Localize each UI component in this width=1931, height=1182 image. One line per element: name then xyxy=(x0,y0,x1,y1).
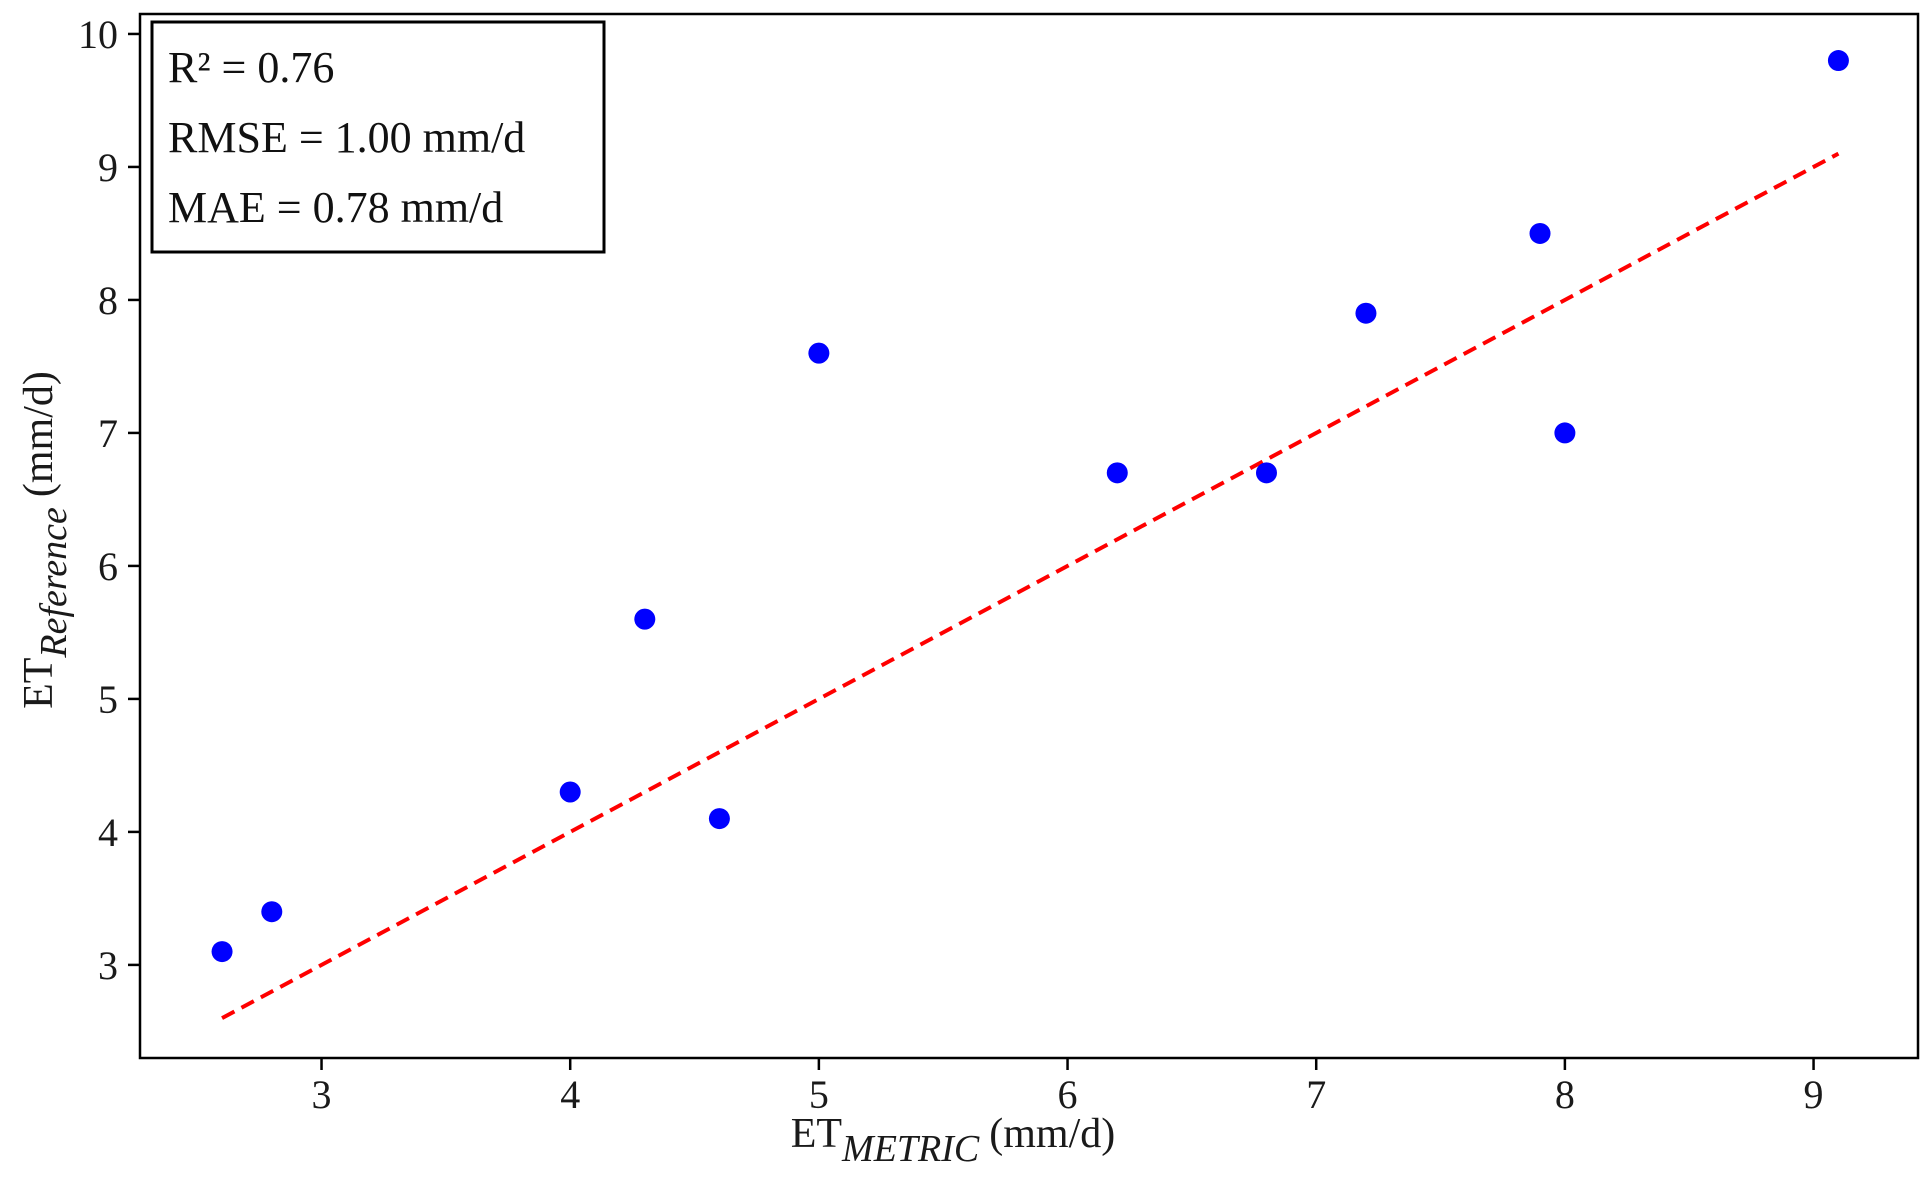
data-point xyxy=(1529,222,1551,244)
x-axis-label-sub: METRIC xyxy=(841,1128,980,1170)
y-tick-label: 9 xyxy=(98,145,118,190)
data-point xyxy=(261,901,283,923)
x-tick-label: 6 xyxy=(1058,1072,1078,1117)
y-tick-label: 10 xyxy=(78,12,118,57)
data-point xyxy=(708,808,730,830)
x-tick-label: 5 xyxy=(809,1072,829,1117)
x-axis-label-unit: (mm/d) xyxy=(989,1111,1115,1157)
data-point xyxy=(211,941,233,963)
x-axis-label: ETMETRIC (mm/d) xyxy=(791,1111,1116,1170)
x-tick-label: 8 xyxy=(1555,1072,1575,1117)
data-point xyxy=(1106,462,1128,484)
data-point xyxy=(1554,422,1576,444)
y-axis-label: ETReference (mm/d) xyxy=(16,371,75,709)
data-point xyxy=(634,608,656,630)
stats-box-frame xyxy=(150,20,606,254)
y-tick-label: 4 xyxy=(98,810,118,855)
data-point xyxy=(808,342,830,364)
y-tick-label: 6 xyxy=(98,544,118,589)
data-point xyxy=(1255,462,1277,484)
rmse-annotation: RMSE = 1.00 mm/d xyxy=(168,113,525,162)
mae-annotation: MAE = 0.78 mm/d xyxy=(168,183,503,232)
plot-area: 3 4 5 6 7 8 9 3 4 5 6 7 8 9 10 xyxy=(78,12,1920,1117)
y-tick-label: 3 xyxy=(98,943,118,988)
y-axis-label-sub: Reference xyxy=(33,507,75,659)
x-tick-label: 7 xyxy=(1306,1072,1326,1117)
y-tick-label: 8 xyxy=(98,278,118,323)
r2-annotation: R² = 0.76 xyxy=(168,43,334,92)
data-point xyxy=(559,781,581,803)
y-tick-label: 7 xyxy=(98,411,118,456)
reference-line xyxy=(221,151,1840,1020)
y-tick-label: 5 xyxy=(98,677,118,722)
x-tick-label: 9 xyxy=(1804,1072,1824,1117)
data-point xyxy=(1355,302,1377,324)
stats-annotation-box: R² = 0.76 RMSE = 1.00 mm/d MAE = 0.78 mm… xyxy=(150,20,606,254)
x-tick-label: 4 xyxy=(560,1072,580,1117)
plot-frame xyxy=(138,12,1920,1060)
x-tick-label: 3 xyxy=(312,1072,332,1117)
x-axis-label-main: ET xyxy=(791,1111,842,1157)
data-point xyxy=(1827,50,1849,72)
y-axis-label-main: ET xyxy=(16,658,62,709)
y-axis-label-unit: (mm/d) xyxy=(16,371,62,497)
